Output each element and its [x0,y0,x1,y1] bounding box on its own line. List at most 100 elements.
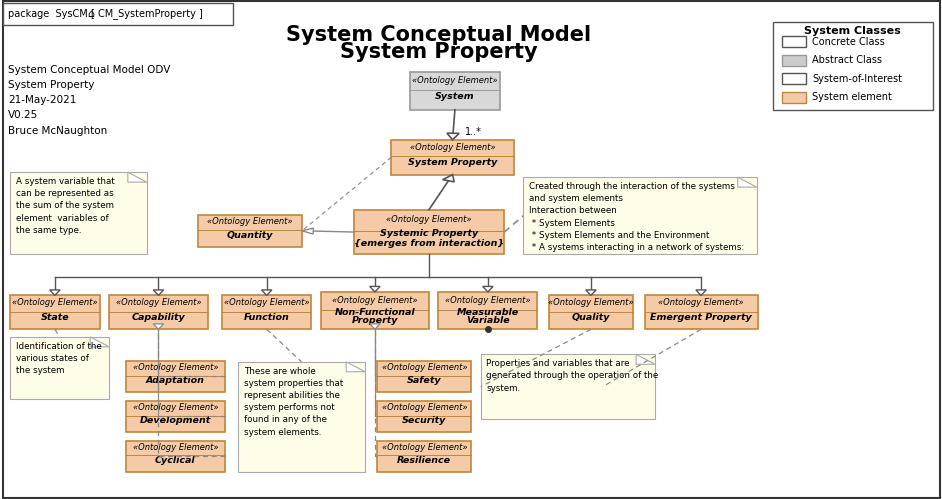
Polygon shape [447,133,459,140]
Text: Development: Development [139,416,211,425]
FancyBboxPatch shape [377,441,471,472]
Text: Measurable: Measurable [457,307,519,317]
Text: Safety: Safety [407,376,442,385]
Polygon shape [586,290,596,295]
FancyBboxPatch shape [238,362,365,472]
FancyBboxPatch shape [782,36,805,47]
Text: System: System [435,92,475,101]
Text: Quality: Quality [572,313,610,322]
Text: «Ontology Element»: «Ontology Element» [446,295,530,305]
Polygon shape [636,354,655,364]
FancyBboxPatch shape [480,354,655,419]
Text: «Ontology Element»: «Ontology Element» [386,215,472,224]
FancyBboxPatch shape [126,361,225,392]
FancyBboxPatch shape [321,292,429,329]
Text: «Ontology Element»: «Ontology Element» [224,298,309,307]
Text: Property: Property [351,316,398,325]
Text: Properties and variables that are
generated through the operation of the
system.: Properties and variables that are genera… [486,359,658,393]
FancyBboxPatch shape [410,72,499,110]
Text: Variable: Variable [466,316,510,325]
Polygon shape [482,286,493,292]
Text: Function: Function [244,313,289,322]
Text: «Ontology Element»: «Ontology Element» [116,298,202,307]
FancyBboxPatch shape [644,295,757,329]
FancyBboxPatch shape [10,172,147,254]
Polygon shape [369,324,380,329]
Text: «Ontology Element»: «Ontology Element» [333,295,417,305]
Text: Quantity: Quantity [227,231,273,240]
Polygon shape [90,337,109,347]
Text: These are whole
system properties that
represent abilities the
system performs n: These are whole system properties that r… [244,367,343,437]
Text: «Ontology Element»: «Ontology Element» [133,443,219,452]
FancyBboxPatch shape [126,401,225,432]
FancyBboxPatch shape [10,295,100,329]
Polygon shape [50,290,60,295]
Text: Concrete Class: Concrete Class [812,37,885,47]
Text: «Ontology Element»: «Ontology Element» [658,298,744,307]
FancyBboxPatch shape [523,177,756,254]
FancyBboxPatch shape [782,55,805,66]
FancyBboxPatch shape [199,215,302,247]
FancyBboxPatch shape [126,441,225,472]
Text: Capability: Capability [132,313,186,322]
Text: «Ontology Element»: «Ontology Element» [207,217,293,226]
FancyBboxPatch shape [3,3,234,25]
FancyBboxPatch shape [782,73,805,84]
Text: Adaptation: Adaptation [146,376,204,385]
FancyBboxPatch shape [354,210,504,254]
Polygon shape [262,290,272,295]
FancyBboxPatch shape [10,337,109,399]
Polygon shape [154,290,164,295]
Text: System Classes: System Classes [804,26,901,36]
Text: System Property: System Property [340,42,537,62]
Text: package  SysCM [: package SysCM [ [8,9,95,19]
Text: System-of-Interest: System-of-Interest [812,74,902,84]
FancyBboxPatch shape [222,295,312,329]
Text: «Ontology Element»: «Ontology Element» [382,363,467,372]
FancyBboxPatch shape [772,22,933,110]
FancyBboxPatch shape [109,295,208,329]
FancyBboxPatch shape [391,140,513,175]
Polygon shape [154,324,164,329]
Polygon shape [443,175,454,182]
Text: «Ontology Element»: «Ontology Element» [133,403,219,412]
FancyBboxPatch shape [782,92,805,103]
Text: Security: Security [402,416,447,425]
Polygon shape [347,362,365,372]
Text: Systemic Property: Systemic Property [380,230,479,239]
Text: CM_SystemProperty ]: CM_SystemProperty ] [98,8,203,19]
Polygon shape [696,290,706,295]
Text: Non-Functional: Non-Functional [334,307,415,317]
Text: Abstract Class: Abstract Class [812,55,882,65]
FancyBboxPatch shape [3,1,940,498]
Text: «Ontology Element»: «Ontology Element» [382,443,467,452]
Text: «Ontology Element»: «Ontology Element» [548,298,634,307]
Text: Identification of the
various states of
the system: Identification of the various states of … [16,342,102,375]
FancyBboxPatch shape [377,361,471,392]
Polygon shape [369,286,380,292]
Polygon shape [302,228,314,234]
Text: State: State [41,313,70,322]
Text: A system variable that
can be represented as
the sum of the system
element  vari: A system variable that can be represente… [16,177,115,235]
Text: «Ontology Element»: «Ontology Element» [410,143,495,152]
FancyBboxPatch shape [377,401,471,432]
Polygon shape [128,172,147,182]
Text: System Conceptual Model ODV
System Property
21-May-2021
V0.25
Bruce McNaughton: System Conceptual Model ODV System Prope… [8,65,171,136]
Text: Cyclical: Cyclical [155,456,196,465]
Text: 1..*: 1..* [464,127,481,137]
Text: «Ontology Element»: «Ontology Element» [12,298,98,307]
Text: Emergent Property: Emergent Property [650,313,752,322]
Text: ⌂: ⌂ [88,9,94,19]
Text: {emerges from interaction}: {emerges from interaction} [354,239,504,248]
FancyBboxPatch shape [548,295,633,329]
Text: System Conceptual Model: System Conceptual Model [285,25,591,45]
Polygon shape [738,177,756,187]
Text: «Ontology Element»: «Ontology Element» [382,403,467,412]
FancyBboxPatch shape [438,292,537,329]
Text: System element: System element [812,92,892,102]
Text: «Ontology Element»: «Ontology Element» [133,363,219,372]
Text: «Ontology Element»: «Ontology Element» [413,76,497,85]
Text: System Property: System Property [408,158,497,167]
Text: Created through the interaction of the systems
and system elements
Interaction b: Created through the interaction of the s… [528,182,744,252]
Text: Resilience: Resilience [398,456,451,465]
